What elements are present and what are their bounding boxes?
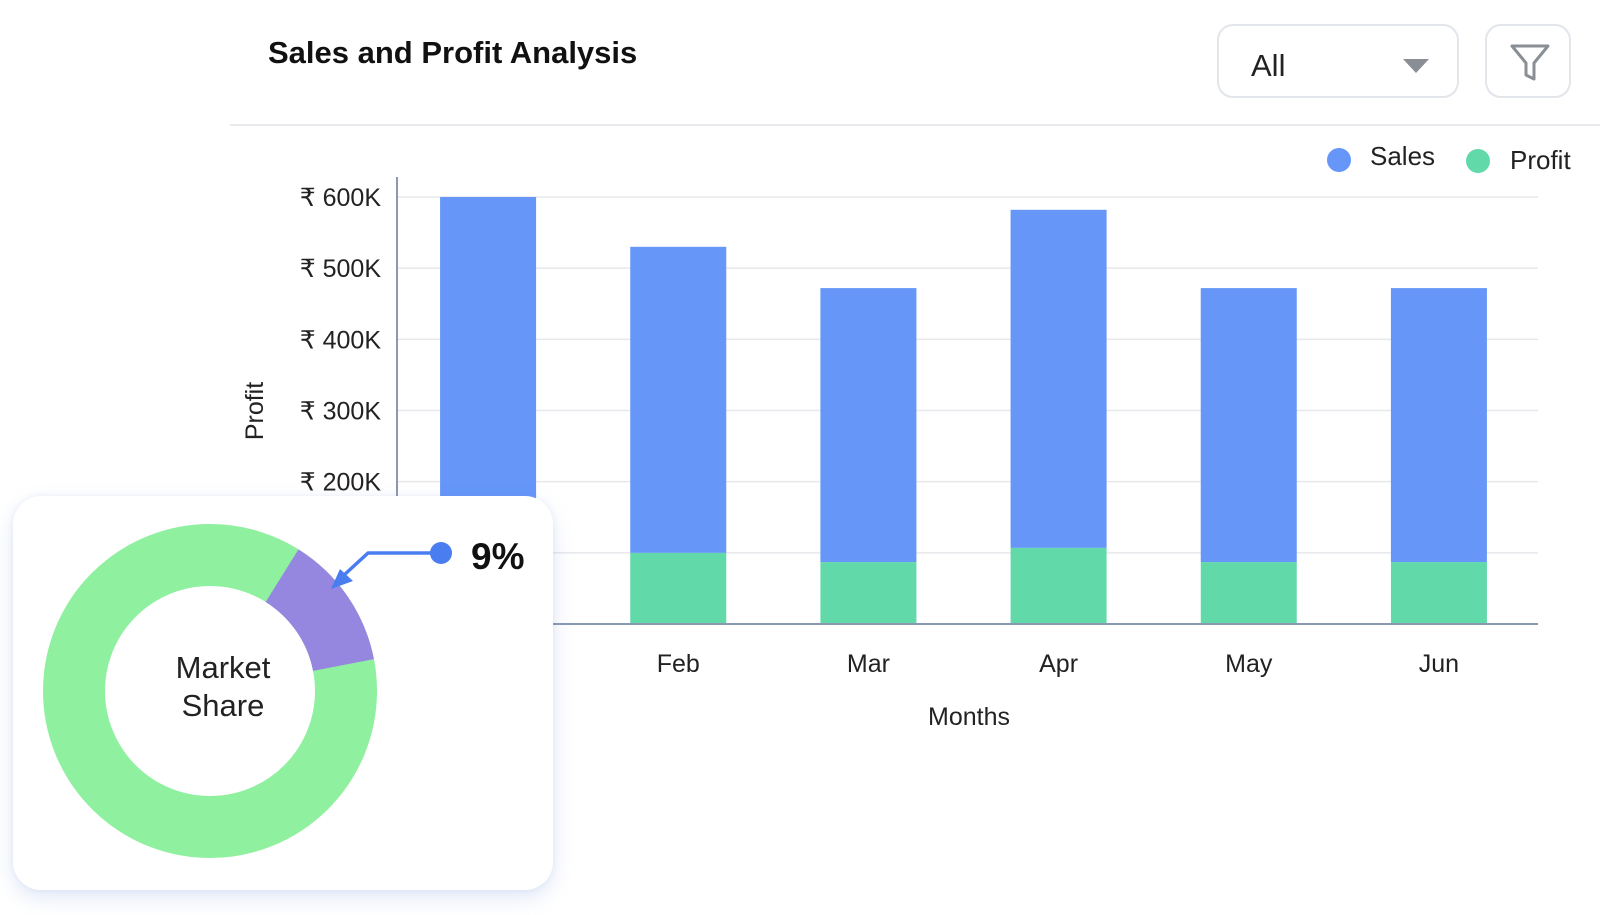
filter-funnel-icon <box>1510 44 1550 81</box>
page-title: Sales and Profit Analysis <box>268 35 638 70</box>
y-tick-label: ₹ 400K <box>300 326 382 354</box>
y-tick-label: ₹ 500K <box>300 255 382 283</box>
bar-sales-may <box>1200 288 1297 563</box>
bar-sales-jun <box>1390 288 1487 563</box>
pointer-dot <box>430 542 452 564</box>
bar-profit-jun <box>1390 562 1487 624</box>
bar-profit-apr <box>1010 547 1107 624</box>
bar-sales-apr <box>1010 209 1107 548</box>
filter-select-value: All <box>1251 48 1286 83</box>
legend-label-profit: Profit <box>1510 145 1571 175</box>
donut-center-line2: Share <box>181 688 265 723</box>
donut-center-line1: Market <box>175 650 271 685</box>
bar-profit-mar <box>820 562 917 624</box>
bar-profit-may <box>1200 562 1297 624</box>
donut-segment-rest <box>43 524 377 858</box>
filter-select[interactable]: All <box>1217 24 1459 98</box>
legend-label-sales: Sales <box>1370 141 1436 171</box>
legend-marker-sales <box>1327 148 1351 172</box>
header-divider <box>230 124 1600 126</box>
axis-labels: ₹ 200K ₹ 300K ₹ 400K ₹ 500K ₹ 600K Feb Mar Apr M… <box>241 184 1459 731</box>
grid-lines <box>397 196 1538 554</box>
x-tick-label: Jun <box>1419 650 1459 678</box>
pointer-line <box>341 551 438 578</box>
donut-center-label: Market Share <box>123 649 323 725</box>
filter-button[interactable] <box>1485 24 1571 98</box>
y-tick-label: ₹ 600K <box>300 184 382 212</box>
y-axis-title: Profit <box>241 382 269 440</box>
x-tick-label: May <box>1225 650 1273 678</box>
x-tick-label: Apr <box>1039 650 1078 678</box>
y-tick-label: ₹ 200K <box>300 469 382 497</box>
market-share-card: Market Share 9% <box>13 496 553 890</box>
bar-profit-feb <box>630 552 727 624</box>
market-share-percentage: 9% <box>471 536 525 577</box>
legend-marker-profit <box>1466 149 1490 173</box>
axes <box>396 177 1538 625</box>
x-axis-title: Months <box>928 703 1010 731</box>
pointer-arrowhead <box>331 569 353 589</box>
bar-sales-mar <box>820 288 917 563</box>
market-share-donut-chart <box>43 524 452 858</box>
x-tick-label: Feb <box>657 650 700 678</box>
chevron-down-icon <box>1403 59 1429 73</box>
y-tick-label: ₹ 300K <box>300 398 382 426</box>
bar-sales-feb <box>630 246 727 553</box>
x-tick-label: Mar <box>847 650 890 678</box>
donut-segment-highlight <box>264 549 374 672</box>
